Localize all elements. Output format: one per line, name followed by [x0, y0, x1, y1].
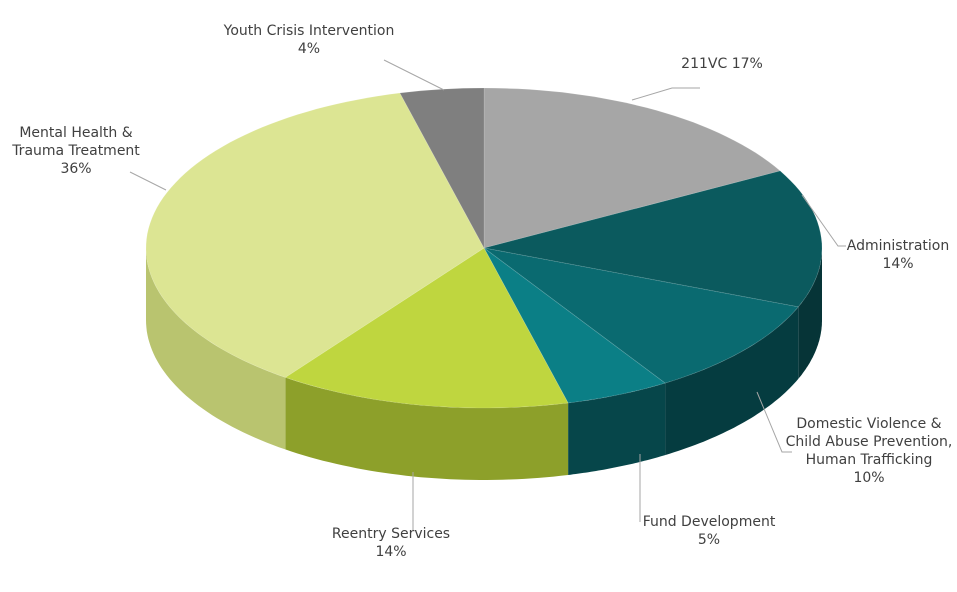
- leader-line-1: [631, 87, 700, 101]
- pie-sides: [146, 248, 822, 480]
- leader-lines: [129, 59, 846, 530]
- slice-label-line: 211VC 17%: [681, 56, 763, 72]
- slice-4: [483, 247, 666, 404]
- slice-label-line: 14%: [375, 544, 406, 560]
- slice-3: [483, 247, 800, 384]
- slice-label-6: Mental Health & Trauma Treatment 36%: [11, 125, 140, 177]
- slice-label-line: Reentry Services: [332, 526, 450, 542]
- slice-2: [483, 170, 823, 308]
- slice-label-line: Mental Health &: [19, 125, 132, 141]
- slice-5: [284, 247, 569, 409]
- slice-6: [145, 92, 485, 378]
- slice-label-5: Reentry Services 14%: [332, 526, 450, 560]
- slice-label-line: Human Trafficking: [806, 452, 933, 468]
- slice-side-5: [285, 377, 569, 480]
- slice-label-2: Administration 14%: [847, 238, 949, 272]
- slice-label-line: Domestic Violence &: [796, 416, 941, 432]
- slice-label-line: Administration: [847, 238, 949, 254]
- leader-line-2: [801, 194, 846, 247]
- slice-labels: 211VC 17% Administration 14% Domestic Viole…: [11, 23, 952, 560]
- slice-label-7: Youth Crisis Intervention 4%: [223, 23, 395, 57]
- slice-side-2: [798, 248, 822, 379]
- slice-label-line: 4%: [298, 41, 320, 57]
- slice-label-line: 5%: [698, 532, 720, 548]
- slice-label-3: Domestic Violence & Child Abuse Preventio…: [786, 416, 953, 486]
- slice-label-4: Fund Development 5%: [643, 514, 776, 548]
- slice-1: [483, 87, 782, 249]
- slice-label-line: 10%: [853, 470, 884, 486]
- slice-label-line: 36%: [60, 161, 91, 177]
- slice-label-line: Trauma Treatment: [11, 143, 140, 159]
- slice-side-3: [665, 306, 799, 456]
- slice-side-6: [146, 248, 286, 450]
- leader-line-6: [129, 171, 167, 191]
- slice-label-1: 211VC 17%: [681, 56, 763, 72]
- leader-line-3: [756, 391, 792, 453]
- pie-slices: [145, 87, 823, 409]
- leader-line-7: [383, 59, 445, 91]
- slice-side-4: [568, 383, 666, 475]
- slice-label-line: 14%: [882, 256, 913, 272]
- slice-label-line: Fund Development: [643, 514, 776, 530]
- slice-label-line: Youth Crisis Intervention: [223, 23, 395, 39]
- slice-label-line: Child Abuse Prevention,: [786, 434, 953, 450]
